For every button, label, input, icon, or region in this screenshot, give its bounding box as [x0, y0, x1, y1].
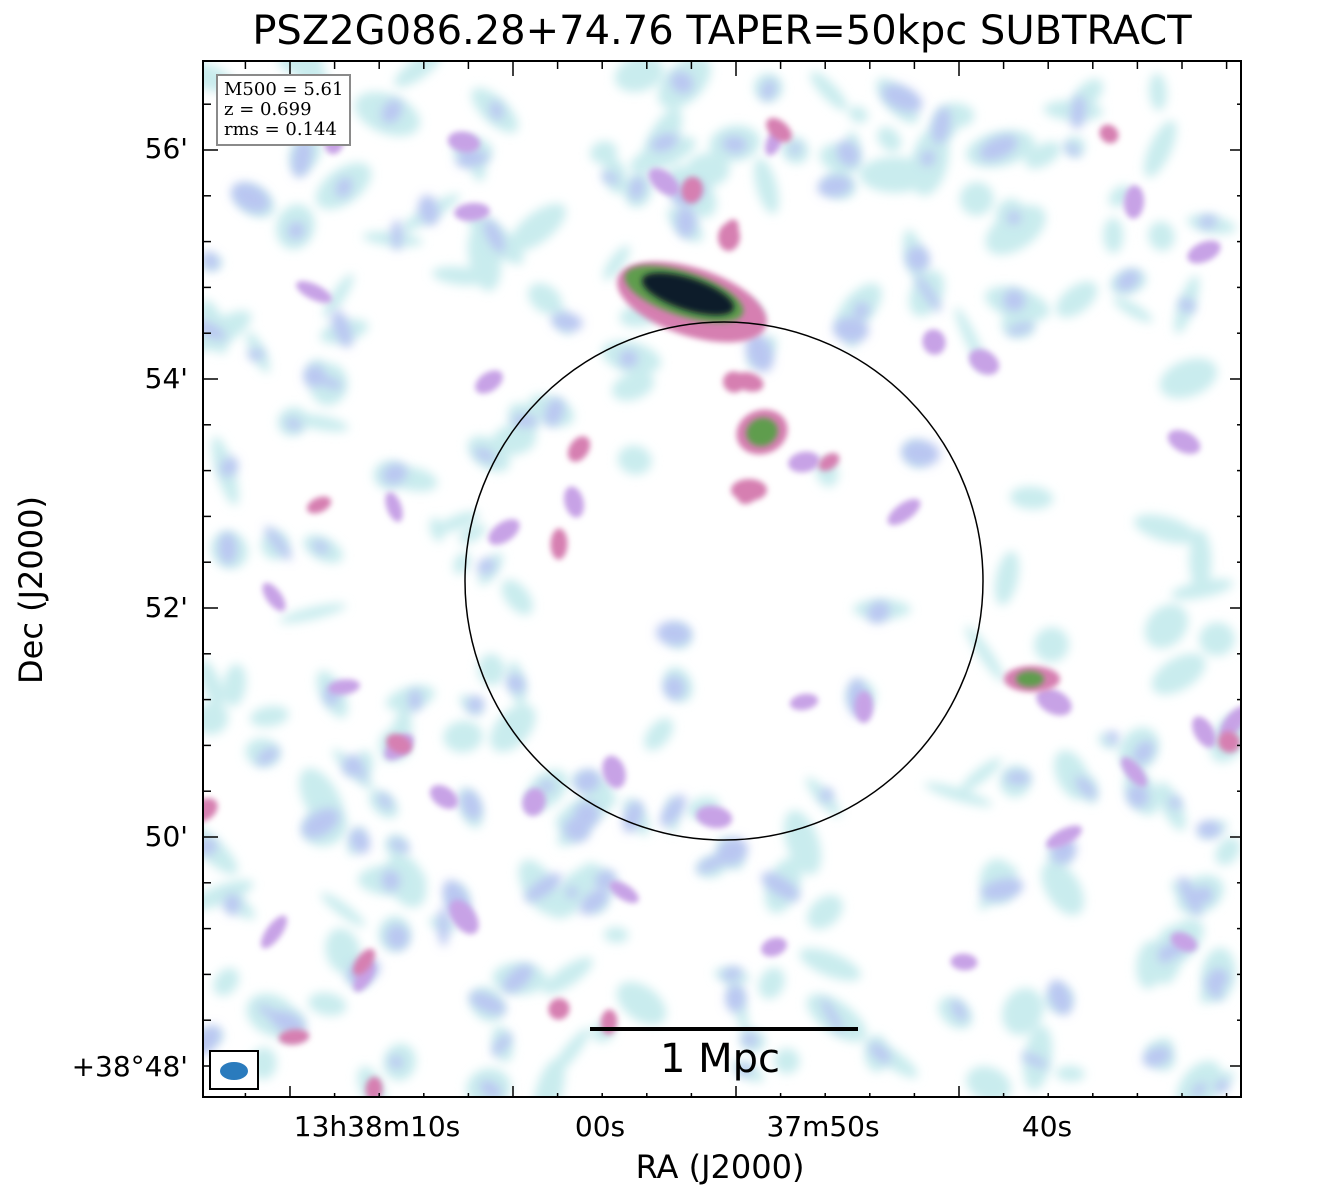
beam-ellipse-icon [220, 1062, 248, 1080]
beam-box [209, 1050, 259, 1090]
radio-map [204, 62, 1240, 1096]
rms-text: rms = 0.144 [224, 119, 337, 140]
emission-core [642, 272, 734, 316]
r500-circle [464, 321, 984, 841]
cluster-info-box: M500 = 5.61 z = 0.699 rms = 0.144 [216, 74, 352, 146]
m500-text: M500 = 5.61 [224, 79, 344, 100]
x-tick-37m50s: 37m50s [766, 1110, 880, 1143]
y-tick-50: 50' [144, 820, 188, 853]
y-tick-48: +38°48' [71, 1050, 188, 1083]
y-tick-52: 52' [144, 591, 188, 624]
scale-bar-label: 1 Mpc [659, 1036, 781, 1082]
y-tick-54: 54' [144, 362, 188, 395]
emission-low [204, 71, 1229, 1096]
y-axis-label: Dec (J2000) [12, 496, 50, 684]
x-tick-13h38m10s: 13h38m10s [293, 1110, 461, 1143]
x-axis-label: RA (J2000) [635, 1148, 805, 1186]
x-tick-40s: 40s [1021, 1110, 1073, 1143]
y-tick-56: 56' [144, 132, 188, 165]
plot-title: PSZ2G086.28+74.76 TAPER=50kpc SUBTRACT [252, 8, 1192, 54]
axis-ticks [204, 62, 1240, 1096]
emission-faint [204, 62, 1240, 1096]
x-tick-00s: 00s [574, 1110, 626, 1143]
radio-map-frame [202, 60, 1242, 1098]
redshift-text: z = 0.699 [224, 99, 312, 120]
